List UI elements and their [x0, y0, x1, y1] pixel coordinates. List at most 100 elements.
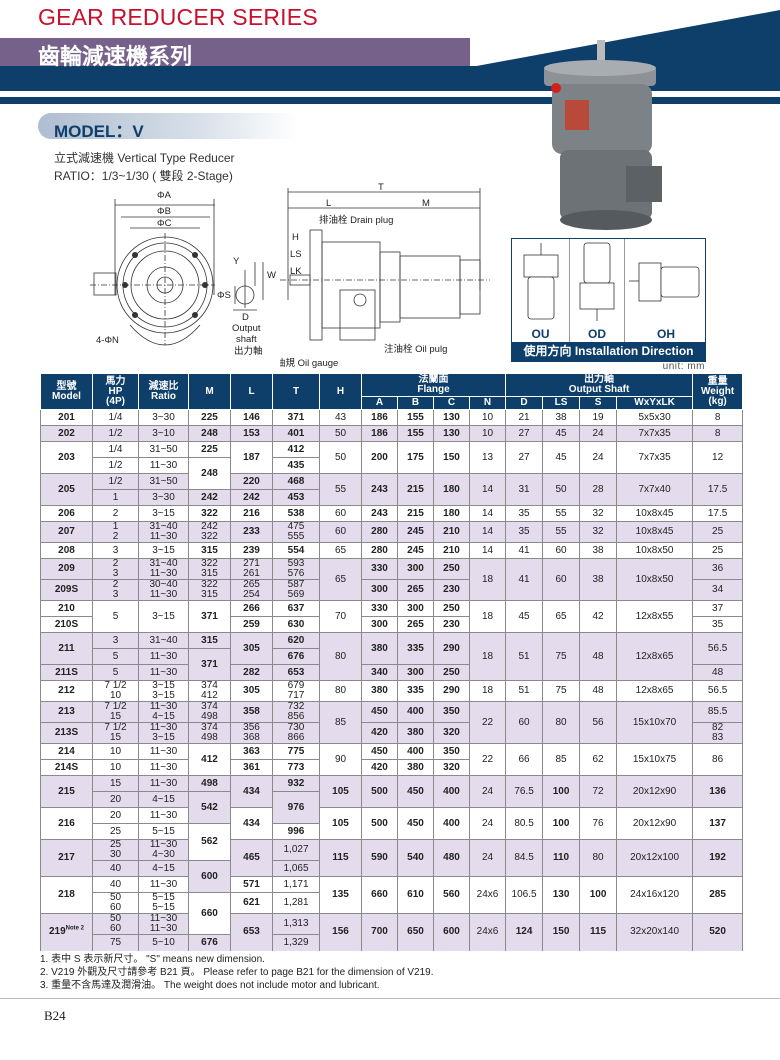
- table-cell: 156: [319, 913, 362, 951]
- col-wxyxlk: WxYxLK: [616, 396, 694, 410]
- table-cell: 20x12x90: [616, 807, 694, 840]
- table-cell: 1,281: [272, 892, 320, 914]
- note-3: 3. 重量不含馬達及潤滑油。 The weight does not inclu…: [40, 979, 380, 991]
- table-cell: 211S: [40, 664, 93, 681]
- col-model: 型號 Model: [40, 373, 93, 410]
- table-cell: 676: [188, 934, 231, 951]
- table-cell: 600: [433, 913, 470, 951]
- table-cell: 562: [188, 823, 231, 861]
- table-cell: 192: [692, 839, 744, 877]
- table-cell: 2: [92, 505, 139, 522]
- table-cell: 3: [92, 632, 139, 649]
- table-cell: 35: [692, 616, 744, 633]
- table-cell: 265: [397, 616, 434, 633]
- table-cell: 25: [692, 521, 744, 543]
- table-cell: 85.5: [692, 701, 744, 723]
- table-cell: 1,313: [272, 913, 320, 935]
- table-cell: 10: [92, 743, 139, 760]
- installation-od: OD: [570, 239, 625, 343]
- table-cell: 225: [188, 441, 231, 458]
- table-cell: 17.5: [692, 473, 744, 506]
- table-row: 40 4~15 600 1,065: [41, 860, 743, 893]
- table-cell: 230: [433, 579, 470, 601]
- table-cell: 374 498: [188, 722, 231, 744]
- table-cell: 653: [230, 913, 273, 951]
- note-2: 2. V219 外觀及尺寸請參考 B21 頁。 Please refer to …: [40, 966, 434, 978]
- table-row: 209 2 3 31~40 11~30 322 315 271 261 593 576 65…: [40, 558, 744, 601]
- table-cell: 65: [319, 542, 362, 559]
- col-a: A: [361, 396, 398, 410]
- table-cell: 300: [397, 558, 434, 580]
- table-cell: 361: [230, 759, 273, 776]
- table-cell: 12x8x55: [616, 600, 694, 633]
- table-cell: 371: [188, 648, 231, 681]
- table-cell: 220: [230, 473, 273, 490]
- table-cell: 560: [433, 876, 470, 914]
- table-cell: 571: [230, 876, 273, 893]
- table-cell: 350: [433, 701, 470, 723]
- table-cell: 371: [272, 409, 320, 426]
- model-ratio: RATIO：1/3~1/30 ( 雙段 2-Stage): [54, 169, 233, 183]
- table-cell: 30~40 11~30: [138, 579, 189, 601]
- table-cell: 11~30: [138, 759, 189, 776]
- table-cell: 300: [397, 664, 434, 681]
- table-cell: 20: [92, 807, 139, 824]
- unit-label: unit: mm: [662, 361, 705, 372]
- table-cell: 14: [468, 505, 507, 522]
- table-cell: 265: [397, 579, 434, 601]
- table-section: 型號 Model 馬力 HP (4P) 減速比 Ratio M L T H 法蘭…: [0, 373, 780, 1023]
- table-cell: 554: [272, 542, 320, 559]
- notes: 1. 表中 S 表示新尺寸。 "S" means new dimension. …: [40, 953, 742, 992]
- table-cell: 10: [468, 425, 507, 442]
- table-cell: 1/2: [92, 425, 139, 442]
- table-cell: 85: [319, 701, 362, 744]
- table-cell: 24: [468, 839, 507, 877]
- drain-plug-label: 排油栓 Drain plug: [319, 214, 393, 226]
- table-cell: 322 315: [188, 579, 231, 601]
- table-cell: 239: [230, 542, 273, 559]
- table-cell: 450: [361, 701, 398, 723]
- model-number: 219: [48, 926, 66, 938]
- table-cell: 4~15: [138, 791, 189, 808]
- table-cell: 150: [542, 913, 581, 951]
- table-cell: 660: [361, 876, 398, 914]
- table-cell: 14: [468, 542, 507, 559]
- table-row: 1/2 11~30 248 435: [41, 457, 743, 490]
- table-cell: 22: [468, 701, 507, 744]
- table-cell: 587 569: [272, 579, 320, 601]
- table-cell: 480: [433, 839, 470, 877]
- table-cell: 233: [230, 521, 273, 543]
- dim-LK: LK: [290, 266, 302, 277]
- footer-rule: [0, 997, 780, 999]
- table-cell: 210: [40, 600, 93, 617]
- table-cell: 100: [579, 876, 618, 914]
- table-cell: 48: [579, 680, 618, 702]
- table-cell: 380: [397, 722, 434, 744]
- product-photo: [544, 40, 662, 230]
- table-cell: 12x8x65: [616, 680, 694, 702]
- col-l: L: [230, 373, 273, 410]
- table-cell: 28: [579, 473, 618, 506]
- table-cell: 86: [692, 743, 744, 776]
- table-cell: 207: [40, 521, 93, 543]
- table-cell: 590: [361, 839, 398, 877]
- table-cell: 400: [433, 775, 470, 808]
- table-cell: 3~15: [138, 600, 189, 633]
- table-cell: 60: [505, 701, 544, 744]
- table-cell: 136: [692, 775, 744, 808]
- note-1: 1. 表中 S 表示新尺寸。 "S" means new dimension.: [40, 953, 265, 965]
- shaft-label: Output: [232, 323, 261, 334]
- table-cell: 15x10x70: [616, 701, 694, 744]
- table-cell: 330: [361, 600, 398, 617]
- table-cell: 420: [361, 722, 398, 744]
- table-cell: 43: [319, 409, 362, 426]
- table-cell: 40: [92, 860, 139, 877]
- table-cell: 374 498: [188, 701, 231, 723]
- table-cell: 75: [542, 680, 581, 702]
- table-cell: 175: [397, 441, 434, 474]
- table-cell: 11~30: [138, 743, 189, 760]
- dim-T: T: [378, 182, 384, 193]
- table-cell: 266: [230, 600, 273, 617]
- table-row: 75 5~10 676 1,329: [41, 934, 743, 951]
- table-cell: 11~30 4~30: [138, 839, 189, 861]
